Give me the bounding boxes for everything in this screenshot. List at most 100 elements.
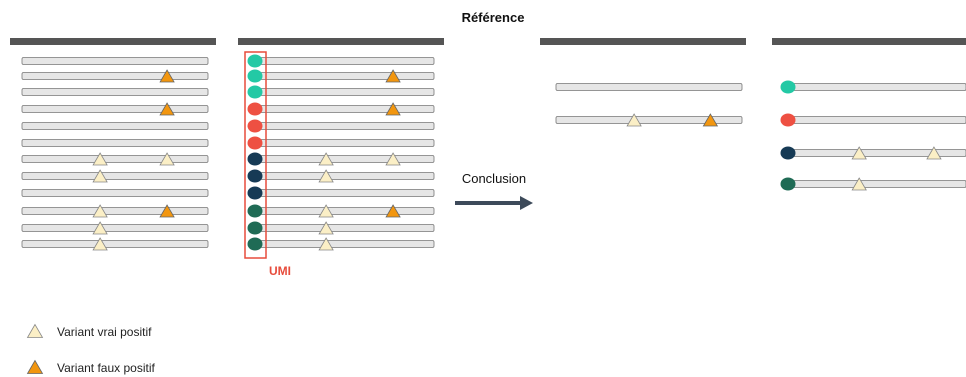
true-positive-variant [92,152,108,166]
read-row [21,221,209,235]
read-bar [254,224,435,232]
read-row [21,237,209,251]
true-positive-variant [318,169,334,183]
conclusion-label: Conclusion [462,171,526,186]
false-positive-variant [159,69,175,83]
false-positive-variant [385,204,401,218]
umi-tag-green [247,204,263,218]
umi-tag-green [247,237,263,251]
umi-read-row [247,54,435,68]
read-bar [254,122,435,130]
read-bar [21,139,209,147]
false-positive-variant [159,102,175,116]
legend: Variant vrai positif Variant faux positi… [26,323,155,375]
true-positive-variant [926,146,942,160]
umi-label: UMI [269,264,291,278]
umi-consensus-row [780,146,966,160]
legend-true-positive-label: Variant vrai positif [57,325,152,339]
read-bar [254,155,435,163]
true-positive-variant [159,152,175,166]
read-row [21,139,209,147]
read-row [21,189,209,197]
umi-tag-green [247,221,263,235]
read-bar [254,72,435,80]
read-bar [555,116,743,124]
umi-tag-teal [780,80,796,94]
umi-tag-navy [247,169,263,183]
read-bar [21,172,209,180]
umi-tag-teal [247,69,263,83]
read-bar [21,189,209,197]
true-positive-variant [851,177,867,191]
reference-bar [238,38,444,45]
panel-conclusion-without-umi [540,38,746,127]
umi-read-row [247,204,435,218]
legend-false-positive-label: Variant faux positif [57,361,155,375]
read-bar [21,122,209,130]
read-row [21,57,209,65]
umi-consensus-row [780,113,966,127]
read-row [21,152,209,166]
umi-consensus-row [780,177,966,191]
read-bar [787,83,966,91]
umi-tag-teal [247,85,263,99]
umi-tag-navy [247,186,263,200]
read-bar [21,240,209,248]
true-positive-variant [385,152,401,166]
legend-true-positive-marker [26,323,44,338]
read-row [21,102,209,116]
umi-read-row [247,152,435,166]
read-bar [21,207,209,215]
read-bar [254,88,435,96]
umi-tag-navy [247,152,263,166]
read-bar [787,180,966,188]
read-bar [254,172,435,180]
true-positive-variant [626,113,642,127]
consensus-read-row [555,83,743,91]
umi-tag-red [780,113,796,127]
read-bar [21,72,209,80]
false-positive-variant [159,204,175,218]
umi-read-row [247,136,435,150]
true-positive-variant [318,204,334,218]
read-bar [21,57,209,65]
umi-read-row [247,221,435,235]
false-positive-variant [702,113,719,127]
read-bar [787,116,966,124]
read-bar [254,240,435,248]
true-positive-variant [318,152,334,166]
umi-read-row [247,186,435,200]
umi-read-row [247,237,435,251]
umi-tag-teal [247,54,263,68]
reference-bar [10,38,216,45]
read-bar [254,105,435,113]
true-positive-variant [318,221,334,235]
read-bar [254,189,435,197]
read-row [21,69,209,83]
legend-false-positive-marker [26,359,44,374]
umi-tag-navy [780,146,796,160]
umi-tag-red [247,136,263,150]
read-row [21,122,209,130]
true-positive-variant [92,204,108,218]
true-positive-variant [92,169,108,183]
panel-raw-reads [10,38,216,251]
umi-consensus-row [780,80,966,94]
read-row [21,204,209,218]
read-bar [254,139,435,147]
read-bar [254,57,435,65]
consensus-read-row [555,113,743,127]
true-positive-variant [92,221,108,235]
umi-tag-red [247,119,263,133]
umi-tag-green [780,177,796,191]
umi-read-row [247,119,435,133]
false-positive-variant [385,102,401,116]
true-positive-variant [851,146,867,160]
read-bar [555,83,743,91]
true-positive-variant [318,237,334,251]
umi-read-row [247,85,435,99]
panel-umi-reads [238,38,444,251]
panel-conclusion-with-umi [772,38,966,191]
conclusion-arrow [455,196,533,210]
